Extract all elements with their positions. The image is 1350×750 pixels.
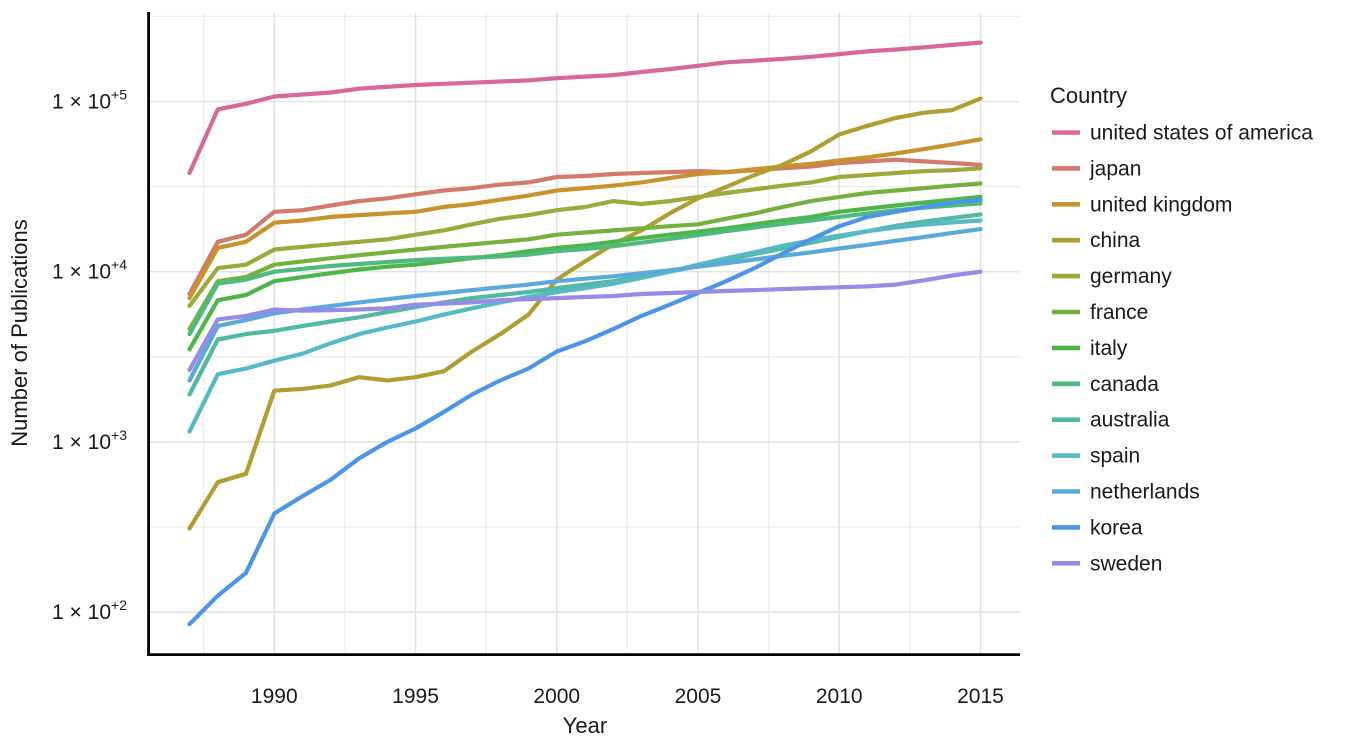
x-tick-label: 1995 bbox=[392, 685, 439, 708]
y-tick-label: 1 × 10+4 bbox=[52, 257, 127, 284]
x-axis-title: Year bbox=[563, 713, 607, 738]
series-line-japan bbox=[187, 157, 983, 297]
series-line-italy bbox=[187, 194, 983, 352]
y-tick-label: 1 × 10+3 bbox=[52, 427, 127, 454]
series-line-australia bbox=[187, 212, 983, 397]
y-tick-label: 1 × 10+2 bbox=[52, 597, 127, 624]
x-tick-label: 2005 bbox=[675, 685, 722, 708]
legend-title: Country bbox=[1050, 83, 1127, 108]
series-line-sweden bbox=[187, 269, 983, 372]
legend-item: korea bbox=[1052, 516, 1143, 539]
legend-item: united states of america bbox=[1052, 122, 1313, 145]
y-axis-title: Number of Publications bbox=[7, 219, 32, 446]
legend-label: canada bbox=[1090, 373, 1159, 396]
legend-item: china bbox=[1052, 229, 1141, 252]
legend-item: sweden bbox=[1052, 552, 1162, 575]
legend-item: france bbox=[1052, 301, 1148, 324]
legend-label: france bbox=[1090, 301, 1148, 324]
series-line-united-states-of-america bbox=[187, 40, 983, 176]
legend-item: italy bbox=[1052, 337, 1128, 360]
legend-label: germany bbox=[1090, 265, 1172, 288]
legend-label: china bbox=[1090, 229, 1141, 252]
x-tick-label: 1990 bbox=[251, 685, 298, 708]
legend-item: japan bbox=[1052, 157, 1141, 180]
legend-label: united kingdom bbox=[1090, 193, 1232, 216]
legend-label: netherlands bbox=[1090, 481, 1200, 504]
series-line-korea bbox=[187, 197, 983, 627]
x-tick-label: 2015 bbox=[957, 685, 1004, 708]
legend-item: united kingdom bbox=[1052, 193, 1232, 216]
legend-item: australia bbox=[1052, 409, 1170, 432]
legend-item: germany bbox=[1052, 265, 1172, 288]
series-line-canada bbox=[187, 201, 983, 337]
legend-label: japan bbox=[1089, 157, 1141, 180]
series-line-united-kingdom bbox=[187, 137, 983, 301]
series-line-netherlands bbox=[187, 227, 983, 383]
legend-item: spain bbox=[1052, 445, 1140, 468]
series-line-france bbox=[187, 181, 983, 332]
legend-label: sweden bbox=[1090, 552, 1162, 575]
legend-item: canada bbox=[1052, 373, 1159, 396]
legend-label: australia bbox=[1090, 409, 1170, 432]
legend-item: netherlands bbox=[1052, 481, 1200, 504]
x-tick-label: 2010 bbox=[816, 685, 863, 708]
legend-label: united states of america bbox=[1090, 122, 1313, 145]
legend-label: korea bbox=[1090, 516, 1143, 539]
chart-generated-content: 1 × 10+5 1 × 10+4 1 × 10+3 1 × 10+2 1990 1995… bbox=[52, 12, 1313, 708]
legend-label: italy bbox=[1090, 337, 1128, 360]
x-tick-label: 2000 bbox=[533, 685, 580, 708]
series-line-spain bbox=[187, 218, 983, 434]
y-tick-label: 1 × 10+5 bbox=[52, 87, 127, 114]
series-line-germany bbox=[187, 166, 983, 308]
series-line-china bbox=[187, 96, 983, 531]
legend-label: spain bbox=[1090, 445, 1140, 468]
